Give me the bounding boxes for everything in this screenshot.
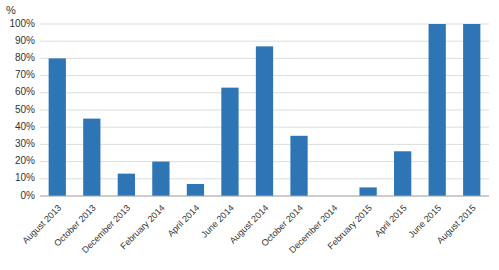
y-axis-label: % (6, 4, 16, 16)
y-tick-label: 10% (15, 172, 35, 183)
bar (49, 58, 66, 196)
chart-svg: 0% 10% 20% 30% 40% 50% 60% 70% 80% 90% 100% August … (0, 0, 499, 270)
bar (463, 24, 480, 196)
bar (290, 136, 307, 196)
grid-line (40, 41, 489, 42)
x-axis: August 2013October 2013December 2013Febr… (20, 196, 489, 255)
y-tick-label: 60% (15, 86, 35, 97)
x-tick-label: April 2015 (373, 203, 409, 239)
y-tick-label: 20% (15, 155, 35, 166)
x-tick-label: August 2015 (435, 203, 478, 246)
y-tick-label: 40% (15, 121, 35, 132)
bar (359, 187, 376, 196)
bars (49, 24, 481, 196)
x-tick-label: June 2014 (199, 203, 236, 240)
bar (118, 174, 135, 196)
bar (429, 24, 446, 196)
bar (152, 162, 169, 196)
y-tick-label: 80% (15, 52, 35, 63)
x-axis-line (40, 196, 489, 197)
bar (256, 46, 273, 196)
chart-container: 0% 10% 20% 30% 40% 50% 60% 70% 80% 90% 100% August … (0, 0, 499, 270)
y-axis: 0% 10% 20% 30% 40% 50% 60% 70% 80% 90% 100% (9, 18, 35, 201)
y-tick-label: 70% (15, 69, 35, 80)
bar (394, 151, 411, 196)
grid-line (40, 24, 489, 25)
x-tick-label: February 2014 (118, 203, 166, 251)
grid-line (40, 196, 489, 197)
y-tick-label: 0% (21, 190, 36, 201)
y-tick-label: 90% (15, 35, 35, 46)
x-tick-label: April 2014 (166, 203, 202, 239)
y-tick-label: 30% (15, 138, 35, 149)
y-tick-label: 100% (9, 18, 35, 29)
bar (187, 184, 204, 196)
x-tick-label: February 2015 (326, 203, 374, 251)
x-tick-label: June 2015 (406, 203, 443, 240)
grid (40, 24, 489, 196)
y-tick-label: 50% (15, 104, 35, 115)
bar (221, 88, 238, 196)
bar (83, 119, 100, 196)
